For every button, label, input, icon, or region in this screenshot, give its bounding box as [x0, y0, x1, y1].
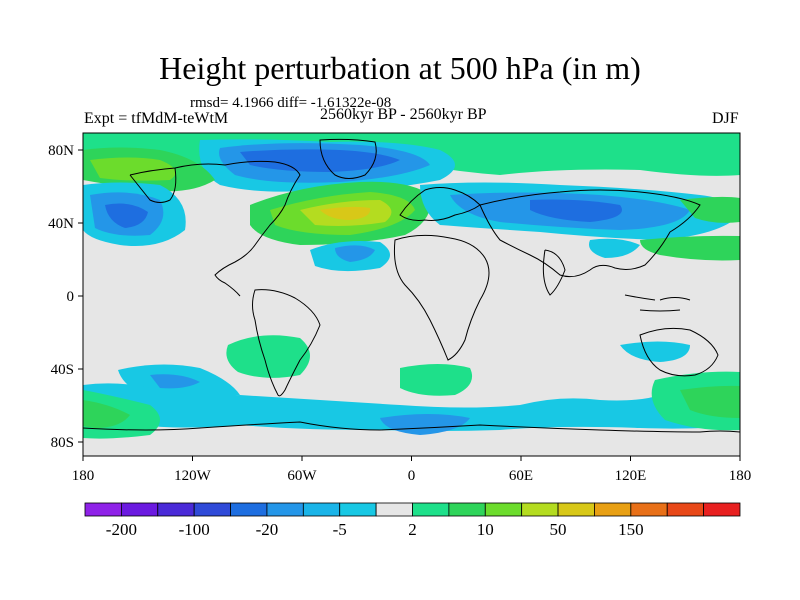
- colorbar-swatch: [230, 502, 268, 517]
- colorbar-label: -5: [333, 520, 347, 539]
- colorbar-swatch: [120, 502, 159, 517]
- colorbar-swatch: [412, 502, 450, 517]
- lat-label-0: 0: [67, 289, 75, 305]
- lat-label-80s: 80S: [51, 435, 74, 451]
- colorbar-swatch: [302, 502, 341, 517]
- contour-field: [83, 133, 740, 439]
- colorbar-swatch: [666, 502, 705, 517]
- lon-label-180e: 180: [729, 468, 752, 484]
- lon-label-0: 0: [408, 468, 416, 484]
- map-title: Height perturbation at 500 hPa (in m): [159, 50, 641, 86]
- colorbar-swatch: [84, 502, 122, 517]
- colorbar-label: -200: [106, 520, 137, 539]
- lon-label-120w: 120W: [174, 468, 212, 484]
- lon-label-60w: 60W: [287, 468, 317, 484]
- colorbar-label: 10: [477, 520, 494, 539]
- colorbar-swatch: [157, 502, 195, 517]
- experiment-label: Expt = tfMdM-teWtM: [84, 110, 229, 127]
- lon-label-180w: 180: [72, 468, 95, 484]
- stats-label: rmsd= 4.1966 diff= -1.61322e-08: [190, 95, 392, 111]
- colorbar-swatch: [375, 502, 413, 517]
- colorbar-swatch: [703, 502, 741, 517]
- colorbar-swatch: [630, 502, 668, 517]
- lat-label-80n: 80N: [48, 143, 74, 159]
- colorbar-swatch: [594, 502, 632, 517]
- coastlines: [83, 138, 740, 433]
- colorbar-label: -20: [256, 520, 279, 539]
- lon-label-60e: 60E: [509, 468, 533, 484]
- period-label: 2560kyr BP - 2560kyr BP: [320, 106, 487, 123]
- latitude-axis: 80N 40N 0 40S 80S: [48, 143, 83, 451]
- lon-label-120e: 120E: [615, 468, 647, 484]
- colorbar: -200 -100 -20 -5 2 10 50 150: [84, 502, 741, 539]
- longitude-axis: 180 120W 60W 0 60E 120E 180: [72, 456, 752, 484]
- season-label: DJF: [712, 110, 739, 127]
- colorbar-swatch: [448, 502, 486, 517]
- lat-label-40n: 40N: [48, 216, 74, 232]
- colorbar-label: 150: [618, 520, 644, 539]
- colorbar-swatch: [484, 502, 523, 517]
- colorbar-label: -100: [179, 520, 210, 539]
- colorbar-swatch: [557, 502, 595, 517]
- colorbar-label: 50: [550, 520, 567, 539]
- colorbar-label: 2: [408, 520, 417, 539]
- colorbar-swatch: [521, 502, 559, 517]
- colorbar-swatch: [193, 502, 231, 517]
- colorbar-swatch: [266, 502, 304, 517]
- lat-label-40s: 40S: [51, 362, 74, 378]
- colorbar-swatch: [339, 502, 377, 517]
